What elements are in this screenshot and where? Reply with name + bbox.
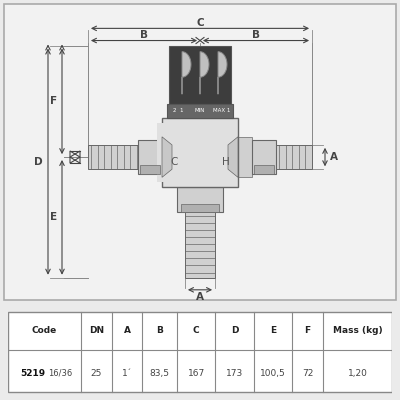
Bar: [252, 140, 276, 174]
Text: DN: DN: [89, 326, 104, 335]
Polygon shape: [182, 52, 191, 94]
Text: 72: 72: [302, 369, 313, 378]
Text: C: C: [170, 157, 178, 167]
Bar: [238, 137, 252, 177]
Bar: [185, 212, 215, 278]
Bar: [138, 140, 162, 174]
Bar: [162, 118, 238, 188]
Bar: [140, 165, 160, 174]
Bar: [181, 204, 219, 212]
Text: Mass (kg): Mass (kg): [333, 326, 382, 335]
Bar: [169, 46, 231, 104]
Text: F: F: [50, 96, 57, 106]
Text: 5219: 5219: [20, 369, 46, 378]
Text: 2  1: 2 1: [173, 108, 183, 114]
Text: B: B: [252, 30, 260, 40]
Polygon shape: [200, 52, 209, 94]
Text: 1,20: 1,20: [348, 369, 367, 378]
Text: E: E: [270, 326, 276, 335]
Text: A: A: [124, 326, 130, 335]
Text: B: B: [140, 30, 148, 40]
Text: D: D: [231, 326, 238, 335]
Polygon shape: [228, 137, 238, 177]
Text: MIN: MIN: [195, 108, 205, 114]
Text: Code: Code: [32, 326, 57, 335]
Text: 1´: 1´: [122, 369, 132, 378]
Text: C: C: [196, 18, 204, 28]
Bar: [88, 145, 140, 169]
Text: 100,5: 100,5: [260, 369, 286, 378]
Text: F: F: [304, 326, 310, 335]
Bar: [157, 123, 165, 182]
Text: MAX 1: MAX 1: [213, 108, 231, 114]
Polygon shape: [162, 137, 172, 177]
Bar: [177, 188, 223, 212]
Text: C: C: [193, 326, 200, 335]
Text: 167: 167: [188, 369, 205, 378]
Text: B: B: [156, 326, 163, 335]
Text: E: E: [50, 212, 57, 222]
Text: A: A: [196, 292, 204, 302]
Text: A: A: [330, 152, 338, 162]
Text: 25: 25: [91, 369, 102, 378]
Polygon shape: [218, 52, 227, 94]
Bar: [167, 104, 233, 118]
Text: 173: 173: [226, 369, 243, 378]
Text: H: H: [222, 157, 230, 167]
Bar: [276, 145, 312, 169]
Text: D: D: [34, 157, 43, 167]
Text: 83,5: 83,5: [150, 369, 170, 378]
Bar: [254, 165, 274, 174]
Text: 16/36: 16/36: [48, 369, 72, 378]
